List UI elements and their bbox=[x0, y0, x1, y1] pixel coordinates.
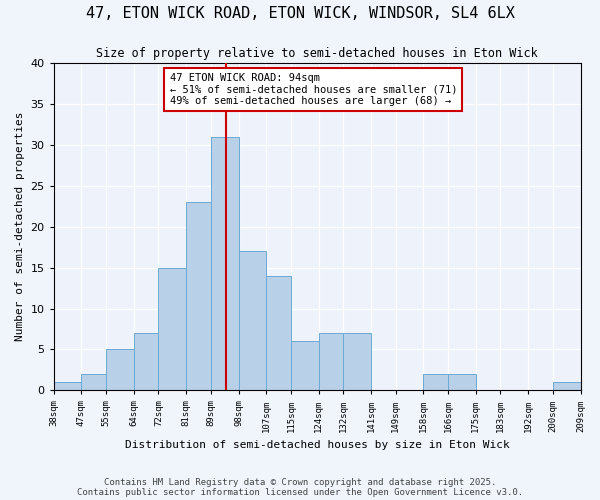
X-axis label: Distribution of semi-detached houses by size in Eton Wick: Distribution of semi-detached houses by … bbox=[125, 440, 509, 450]
Bar bbox=[319, 333, 343, 390]
Title: Size of property relative to semi-detached houses in Eton Wick: Size of property relative to semi-detach… bbox=[96, 48, 538, 60]
Text: 47 ETON WICK ROAD: 94sqm
← 51% of semi-detached houses are smaller (71)
49% of s: 47 ETON WICK ROAD: 94sqm ← 51% of semi-d… bbox=[170, 73, 457, 106]
Bar bbox=[158, 268, 186, 390]
Bar bbox=[424, 374, 448, 390]
Bar bbox=[343, 333, 371, 390]
Y-axis label: Number of semi-detached properties: Number of semi-detached properties bbox=[15, 112, 25, 342]
Bar bbox=[82, 374, 106, 390]
Bar bbox=[106, 350, 134, 391]
Bar bbox=[448, 374, 476, 390]
Bar bbox=[211, 136, 239, 390]
Bar bbox=[186, 202, 211, 390]
Text: 47, ETON WICK ROAD, ETON WICK, WINDSOR, SL4 6LX: 47, ETON WICK ROAD, ETON WICK, WINDSOR, … bbox=[86, 6, 514, 20]
Bar bbox=[266, 276, 291, 390]
Text: Contains HM Land Registry data © Crown copyright and database right 2025.
Contai: Contains HM Land Registry data © Crown c… bbox=[77, 478, 523, 497]
Bar bbox=[134, 333, 158, 390]
Bar bbox=[553, 382, 581, 390]
Bar bbox=[291, 342, 319, 390]
Bar bbox=[239, 252, 266, 390]
Bar bbox=[54, 382, 82, 390]
